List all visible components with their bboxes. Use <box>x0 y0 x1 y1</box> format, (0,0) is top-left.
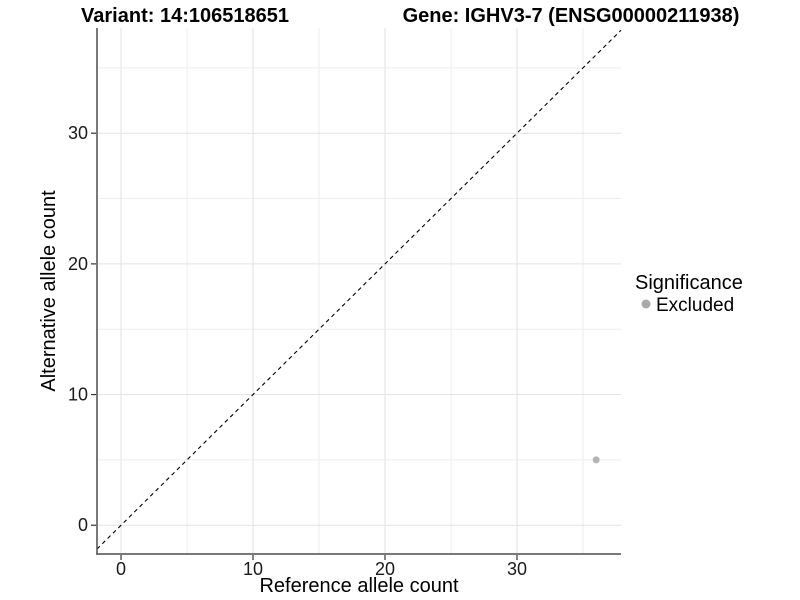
identity-line-layer <box>96 29 622 550</box>
legend-key-dot-icon <box>641 299 651 309</box>
data-point <box>592 456 600 464</box>
plot-title-variant: Variant: 14:106518651 <box>81 5 289 27</box>
y-tick-label: 10 <box>68 385 88 405</box>
tick-marks-and-labels: 0 10 20 30 0 10 20 30 <box>68 123 527 579</box>
legend: Significance Excluded <box>635 272 743 316</box>
data-points-layer <box>592 456 600 464</box>
x-axis-title: Reference allele count <box>259 575 458 597</box>
y-axis-title: Alternative allele count <box>38 190 60 392</box>
y-tick-label: 0 <box>78 515 88 535</box>
gridlines-major <box>97 28 621 554</box>
plot-title-gene: Gene: IGHV3-7 (ENSG00000211938) <box>403 5 740 27</box>
legend-item-excluded: Excluded <box>656 295 734 316</box>
x-tick-label: 20 <box>375 559 395 579</box>
identity-line <box>96 29 622 550</box>
gridlines-minor <box>97 28 621 554</box>
y-tick-label: 30 <box>68 123 88 143</box>
x-tick-label: 30 <box>507 559 527 579</box>
x-tick-label: 10 <box>243 559 263 579</box>
x-tick-label: 0 <box>116 559 126 579</box>
legend-title: Significance <box>635 272 743 294</box>
y-tick-label: 20 <box>68 254 88 274</box>
